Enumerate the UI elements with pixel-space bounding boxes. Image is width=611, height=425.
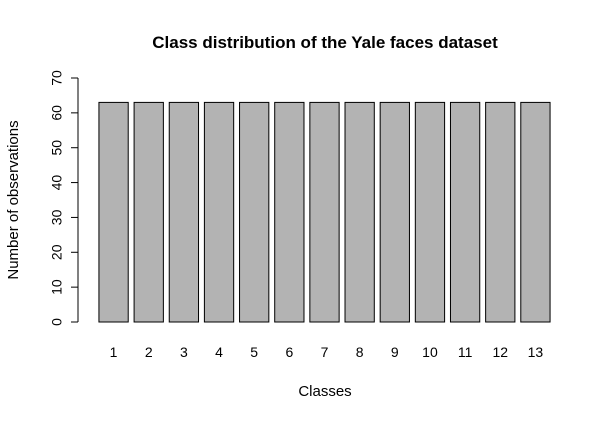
x-tick-label: 5 <box>250 344 258 360</box>
x-tick-label: 2 <box>145 344 153 360</box>
x-tick-label: 6 <box>285 344 293 360</box>
x-tick-label: 4 <box>215 344 223 360</box>
y-axis-label: Number of observations <box>5 120 22 279</box>
x-axis-label: Classes <box>298 383 351 400</box>
x-tick-label: 1 <box>110 344 118 360</box>
bar-class-11 <box>449 101 481 323</box>
y-tick-label: 60 <box>49 105 65 121</box>
bar-class-4 <box>203 101 235 323</box>
x-tick-label: 3 <box>180 344 188 360</box>
x-tick-label: 13 <box>528 344 544 360</box>
x-tick-label: 10 <box>422 344 438 360</box>
x-tick-label: 12 <box>492 344 508 360</box>
x-tick-label: 8 <box>356 344 364 360</box>
bar-class-7 <box>309 101 340 323</box>
bar-class-9 <box>379 101 410 323</box>
bar-class-3 <box>168 101 200 323</box>
bars-group <box>98 101 551 323</box>
y-axis: 0 10 20 30 40 50 60 70 <box>49 70 79 326</box>
y-tick-label: 0 <box>49 318 65 326</box>
y-tick-label: 20 <box>49 244 65 260</box>
bar-class-1 <box>98 101 129 323</box>
y-tick-label: 30 <box>49 209 65 225</box>
bar-class-2 <box>133 101 164 323</box>
y-tick-label: 50 <box>49 140 65 156</box>
chart-title: Class distribution of the Yale faces dat… <box>152 33 498 52</box>
x-tick-label: 11 <box>458 344 473 360</box>
bar-class-13 <box>520 101 551 323</box>
y-tick-label: 70 <box>49 70 65 86</box>
y-tick-label: 40 <box>49 175 65 191</box>
y-tick-label: 10 <box>49 279 65 295</box>
bar-class-10 <box>414 101 446 323</box>
bar-class-8 <box>344 101 375 323</box>
x-tick-label: 7 <box>321 344 329 360</box>
bar-class-6 <box>274 101 305 323</box>
x-tick-label: 9 <box>391 344 399 360</box>
bar-class-12 <box>485 101 516 323</box>
bar-class-5 <box>239 101 270 323</box>
x-tick-labels: 1 2 3 4 5 6 7 8 9 10 11 12 13 <box>110 344 544 360</box>
